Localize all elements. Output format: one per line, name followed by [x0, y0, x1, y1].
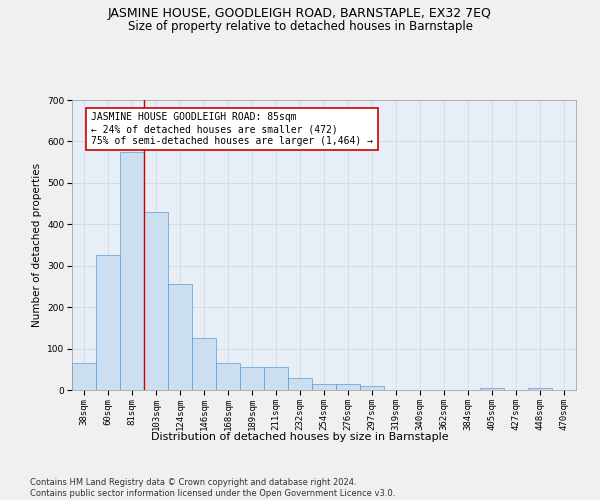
Bar — [360, 386, 384, 390]
Text: JASMINE HOUSE, GOODLEIGH ROAD, BARNSTAPLE, EX32 7EQ: JASMINE HOUSE, GOODLEIGH ROAD, BARNSTAPL… — [108, 8, 492, 20]
Text: JASMINE HOUSE GOODLEIGH ROAD: 85sqm
← 24% of detached houses are smaller (472)
7: JASMINE HOUSE GOODLEIGH ROAD: 85sqm ← 24… — [91, 112, 373, 146]
Bar — [96, 256, 120, 390]
Bar — [240, 367, 264, 390]
Bar — [336, 384, 360, 390]
Bar — [288, 378, 312, 390]
Bar — [312, 384, 336, 390]
Bar — [168, 284, 192, 390]
Bar — [480, 388, 504, 390]
Text: Distribution of detached houses by size in Barnstaple: Distribution of detached houses by size … — [151, 432, 449, 442]
Bar — [192, 338, 216, 390]
Bar — [528, 388, 552, 390]
Bar — [120, 152, 144, 390]
Bar — [72, 363, 96, 390]
Bar — [264, 367, 288, 390]
Text: Size of property relative to detached houses in Barnstaple: Size of property relative to detached ho… — [128, 20, 473, 33]
Bar — [144, 212, 168, 390]
Bar — [216, 363, 240, 390]
Text: Contains HM Land Registry data © Crown copyright and database right 2024.
Contai: Contains HM Land Registry data © Crown c… — [30, 478, 395, 498]
Y-axis label: Number of detached properties: Number of detached properties — [32, 163, 41, 327]
